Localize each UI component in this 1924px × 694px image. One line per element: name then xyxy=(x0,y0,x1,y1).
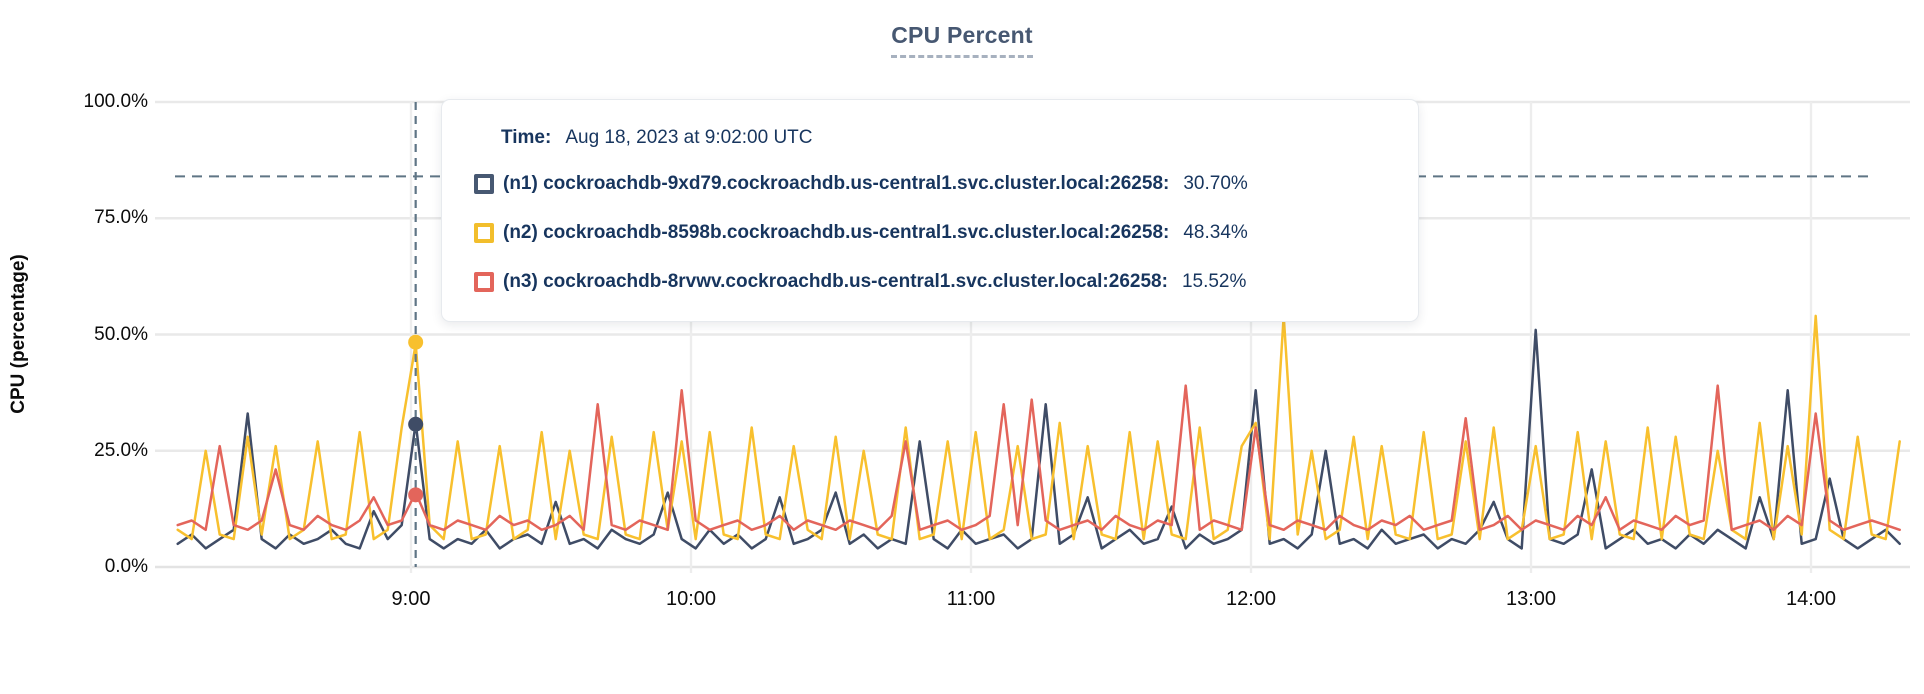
series-swatch-icon xyxy=(474,174,494,194)
x-tick-label: 9:00 xyxy=(391,588,431,610)
hover-point-n2 xyxy=(408,334,424,350)
series-line-n3 xyxy=(176,384,1901,532)
tooltip-series-name: (n3) cockroachdb-8rvwv.cockroachdb.us-ce… xyxy=(503,271,1168,292)
tooltip-series-row-n2: (n2) cockroachdb-8598b.cockroachdb.us-ce… xyxy=(474,218,1382,248)
y-tick-label: 75.0% xyxy=(94,207,148,229)
series-line-n1 xyxy=(176,328,1901,550)
tooltip-series-row-n3: (n3) cockroachdb-8rvwv.cockroachdb.us-ce… xyxy=(474,267,1382,297)
series-swatch-icon xyxy=(474,272,494,292)
series-swatch-icon xyxy=(474,223,494,243)
y-tick-label: 0.0% xyxy=(104,556,148,577)
x-tick-label: 14:00 xyxy=(1785,588,1837,610)
series-line-n2 xyxy=(176,314,1901,541)
tooltip-series-rows: (n1) cockroachdb-9xd79.cockroachdb.us-ce… xyxy=(474,169,1382,297)
y-tick-label: 50.0% xyxy=(94,323,148,345)
tooltip-series-name: (n1) cockroachdb-9xd79.cockroachdb.us-ce… xyxy=(503,173,1170,194)
y-tick-label: 100.0% xyxy=(83,91,148,112)
tooltip-series-value: 30.70% xyxy=(1183,173,1248,194)
x-tick-label: 11:00 xyxy=(946,588,996,610)
chart-title-row: CPU Percent xyxy=(0,22,1924,58)
chart-title[interactable]: CPU Percent xyxy=(891,22,1033,58)
tooltip-time-label: Time: xyxy=(501,127,552,148)
x-tick-label: 12:00 xyxy=(1225,588,1277,610)
x-tick-label: 13:00 xyxy=(1505,588,1557,610)
tooltip-series-value: 48.34% xyxy=(1183,222,1248,243)
x-tick-label: 10:00 xyxy=(665,588,717,610)
tooltip-time-row: Time: Aug 18, 2023 at 9:02:00 UTC xyxy=(501,123,1382,153)
hover-point-n3 xyxy=(408,487,424,503)
hover-point-n1 xyxy=(408,416,424,432)
y-tick-label: 25.0% xyxy=(94,439,148,461)
tooltip-series-name: (n2) cockroachdb-8598b.cockroachdb.us-ce… xyxy=(503,222,1170,243)
chart-tooltip: Time: Aug 18, 2023 at 9:02:00 UTC (n1) co… xyxy=(441,99,1419,322)
tooltip-time-value: Aug 18, 2023 at 9:02:00 UTC xyxy=(565,127,813,148)
tooltip-series-row-n1: (n1) cockroachdb-9xd79.cockroachdb.us-ce… xyxy=(474,169,1382,199)
tooltip-series-value: 15.52% xyxy=(1181,271,1247,292)
